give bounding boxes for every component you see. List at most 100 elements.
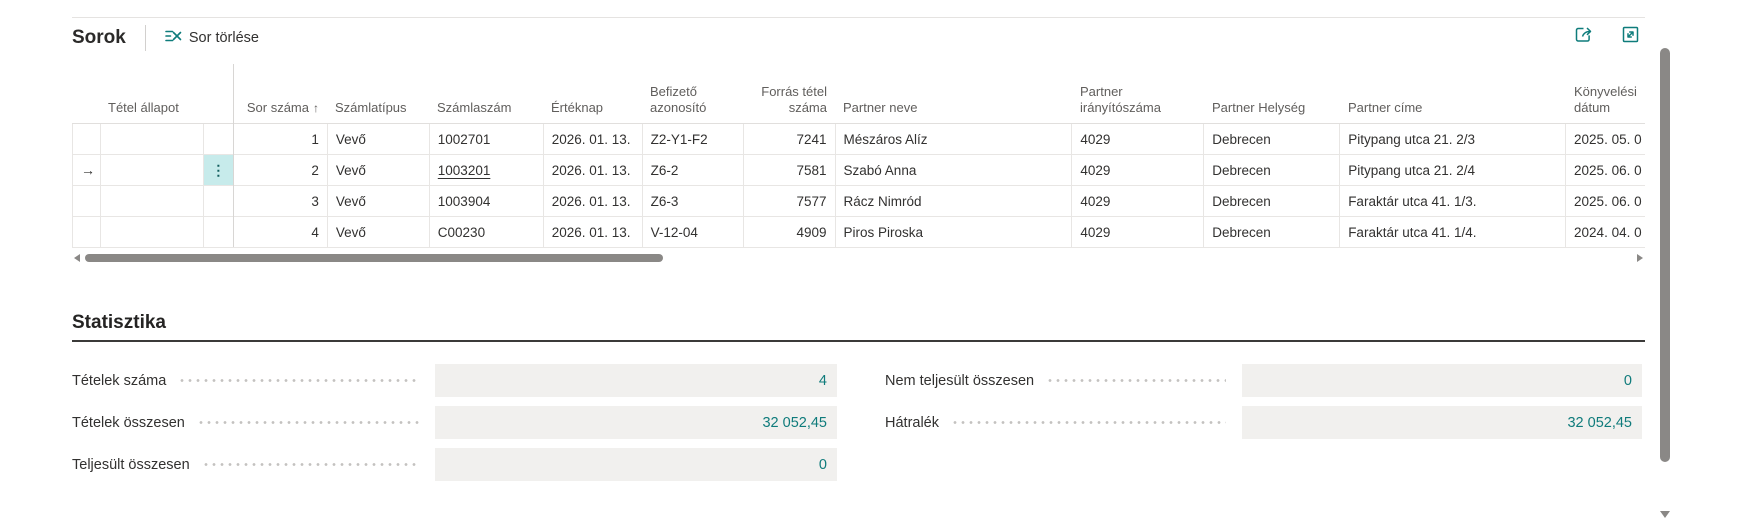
- horizontal-scrollbar-thumb[interactable]: [85, 254, 663, 262]
- statistics-title: Statisztika: [72, 312, 166, 333]
- cell-tetel-allapot[interactable]: [101, 155, 204, 185]
- column-header-partner-helyseg[interactable]: Partner Helység: [1212, 100, 1306, 115]
- share-icon[interactable]: [1574, 25, 1594, 49]
- stat-value[interactable]: 32 052,45: [1567, 414, 1632, 431]
- column-header-partner-iranyitoszama[interactable]: Partner irányítószáma: [1080, 84, 1161, 115]
- cell-befizeto-azonosito[interactable]: Z2-Y1-F2: [643, 124, 744, 154]
- cell-befizeto-azonosito[interactable]: V-12-04: [643, 217, 744, 247]
- cell-konyvelesi-datum[interactable]: 2024. 04. 0: [1574, 224, 1642, 240]
- column-header-befizeto-azonosito[interactable]: Befizető azonosító: [650, 84, 707, 115]
- scroll-left-arrow-icon[interactable]: [74, 254, 80, 262]
- scroll-right-arrow-icon[interactable]: [1637, 254, 1643, 262]
- cell-partner-iranyitoszama[interactable]: 4029: [1072, 155, 1205, 185]
- cell-sor-szama[interactable]: 1: [234, 124, 328, 154]
- cell-konyvelesi-datum[interactable]: 2025. 06. 0: [1574, 162, 1642, 178]
- column-header-tetel-allapot[interactable]: Tétel állapot: [108, 100, 179, 115]
- stat-value[interactable]: 0: [1623, 372, 1632, 389]
- cell-partner-neve[interactable]: Piros Piroska: [836, 217, 1073, 247]
- cell-erteknap[interactable]: 2026. 01. 13.: [544, 217, 643, 247]
- stat-value[interactable]: 0: [818, 456, 827, 473]
- card-top-border: [72, 17, 1645, 18]
- cell-erteknap[interactable]: 2026. 01. 13.: [544, 124, 643, 154]
- column-header-sor-szama[interactable]: Sor száma: [233, 100, 327, 123]
- cell-row-indicator: [73, 155, 101, 185]
- cell-tetel-allapot[interactable]: [101, 124, 204, 154]
- current-row-arrow-icon: [81, 162, 92, 178]
- focused-cell-value[interactable]: 1003201: [437, 162, 491, 178]
- cell-partner-neve[interactable]: Rácz Nimród: [836, 186, 1073, 216]
- cell-tetel-allapot[interactable]: [101, 186, 204, 216]
- cell-sor-szama[interactable]: 3: [234, 186, 328, 216]
- cell-befizeto-azonosito[interactable]: Z6-2: [643, 155, 744, 185]
- row-options-menu-icon[interactable]: [203, 155, 233, 185]
- stat-field-nem-teljesult-osszesen: Nem teljesült összesen 0: [885, 364, 1642, 397]
- cell-konyvelesi-datum[interactable]: 2025. 05. 0: [1574, 131, 1642, 147]
- column-header-konyvelesi-datum[interactable]: Könyvelési dátum: [1574, 84, 1637, 115]
- cell-partner-cime[interactable]: Pitypang utca 21. 2/3: [1340, 124, 1567, 154]
- cell-partner-helyseg[interactable]: Debrecen: [1204, 124, 1341, 154]
- delete-line-button[interactable]: Sor törlése: [165, 28, 259, 49]
- cell-szamlaszam[interactable]: 1003201: [430, 155, 544, 185]
- cell-row-indicator: [73, 217, 101, 247]
- cell-partner-cime[interactable]: Pitypang utca 21. 2/4: [1340, 155, 1567, 185]
- cell-erteknap[interactable]: 2026. 01. 13.: [544, 155, 643, 185]
- cell-forras-tetel-szama[interactable]: 7241: [744, 124, 836, 154]
- cell-partner-iranyitoszama[interactable]: 4029: [1072, 124, 1205, 154]
- dotted-leader: [951, 421, 1226, 424]
- cell-partner-neve[interactable]: Mészáros Alíz: [836, 124, 1073, 154]
- cell-szamlatipus[interactable]: Vevő: [328, 217, 430, 247]
- vertical-scrollbar-thumb[interactable]: [1660, 48, 1670, 462]
- column-header-partner-neve[interactable]: Partner neve: [843, 100, 918, 115]
- cell-forras-tetel-szama[interactable]: 7577: [744, 186, 836, 216]
- part-header-icons: [1574, 25, 1639, 49]
- stat-field-tetelek-osszesen: Tételek összesen 32 052,45: [72, 406, 837, 439]
- open-in-new-window-icon[interactable]: [1622, 26, 1639, 48]
- cell-partner-helyseg[interactable]: Debrecen: [1204, 155, 1341, 185]
- cell-szamlatipus[interactable]: Vevő: [328, 155, 430, 185]
- cell-sor-szama[interactable]: 2: [234, 155, 328, 185]
- cell-szamlaszam[interactable]: 1002701: [430, 124, 544, 154]
- frozen-pane-divider: [233, 64, 234, 247]
- cell-szamlatipus[interactable]: Vevő: [328, 186, 430, 216]
- cell-forras-tetel-szama[interactable]: 7581: [744, 155, 836, 185]
- column-header-row-indicator: [72, 116, 100, 123]
- cell-szamlatipus[interactable]: Vevő: [328, 124, 430, 154]
- dotted-leader: [178, 379, 419, 382]
- cell-sor-szama[interactable]: 4: [234, 217, 328, 247]
- stat-value-box: 32 052,45: [435, 406, 837, 439]
- column-header-partner-cime[interactable]: Partner címe: [1348, 100, 1423, 115]
- lines-table: Tétel állapot Sor száma Számlatípus Szám…: [72, 64, 1645, 248]
- stat-value-box: 32 052,45: [1242, 406, 1642, 439]
- header-divider: [144, 25, 146, 51]
- cell-szamlaszam[interactable]: 1003904: [430, 186, 544, 216]
- cell-forras-tetel-szama[interactable]: 4909: [744, 217, 836, 247]
- stat-value-box: 0: [1242, 364, 1642, 397]
- table-row: 3 Vevő 1003904 2026. 01. 13. Z6-3 7577 R…: [72, 186, 1645, 217]
- cell-partner-neve[interactable]: Szabó Anna: [836, 155, 1073, 185]
- cell-konyvelesi-datum[interactable]: 2025. 06. 0: [1574, 193, 1642, 209]
- cell-partner-cime[interactable]: Faraktár utca 41. 1/4.: [1340, 217, 1567, 247]
- column-header-erteknap[interactable]: Értéknap: [551, 100, 604, 115]
- cell-partner-iranyitoszama[interactable]: 4029: [1072, 217, 1205, 247]
- stat-value[interactable]: 32 052,45: [762, 414, 827, 431]
- stat-value[interactable]: 4: [818, 372, 827, 389]
- column-header-szamlatipus[interactable]: Számlatípus: [335, 100, 407, 115]
- cell-partner-cime[interactable]: Faraktár utca 41. 1/3.: [1340, 186, 1567, 216]
- table-row: 4 Vevő C00230 2026. 01. 13. V-12-04 4909…: [72, 217, 1645, 248]
- part-header: Sorok Sor törlése: [72, 23, 259, 53]
- cell-partner-helyseg[interactable]: Debrecen: [1204, 186, 1341, 216]
- cell-partner-helyseg[interactable]: Debrecen: [1204, 217, 1341, 247]
- cell-erteknap[interactable]: 2026. 01. 13.: [544, 186, 643, 216]
- column-header-forras-tetel-szama[interactable]: Forrás tétel száma: [761, 84, 827, 115]
- cell-row-options: [204, 124, 234, 154]
- stat-label: Hátralék: [885, 414, 939, 431]
- scroll-down-arrow-icon[interactable]: [1660, 511, 1670, 518]
- cell-szamlaszam[interactable]: C00230: [430, 217, 544, 247]
- stat-label: Tételek száma: [72, 372, 167, 389]
- sort-ascending-icon: [309, 100, 319, 115]
- dotted-leader: [1046, 379, 1226, 382]
- cell-tetel-allapot[interactable]: [101, 217, 204, 247]
- cell-partner-iranyitoszama[interactable]: 4029: [1072, 186, 1205, 216]
- column-header-szamlaszam[interactable]: Számlaszám: [437, 100, 512, 115]
- cell-befizeto-azonosito[interactable]: Z6-3: [643, 186, 744, 216]
